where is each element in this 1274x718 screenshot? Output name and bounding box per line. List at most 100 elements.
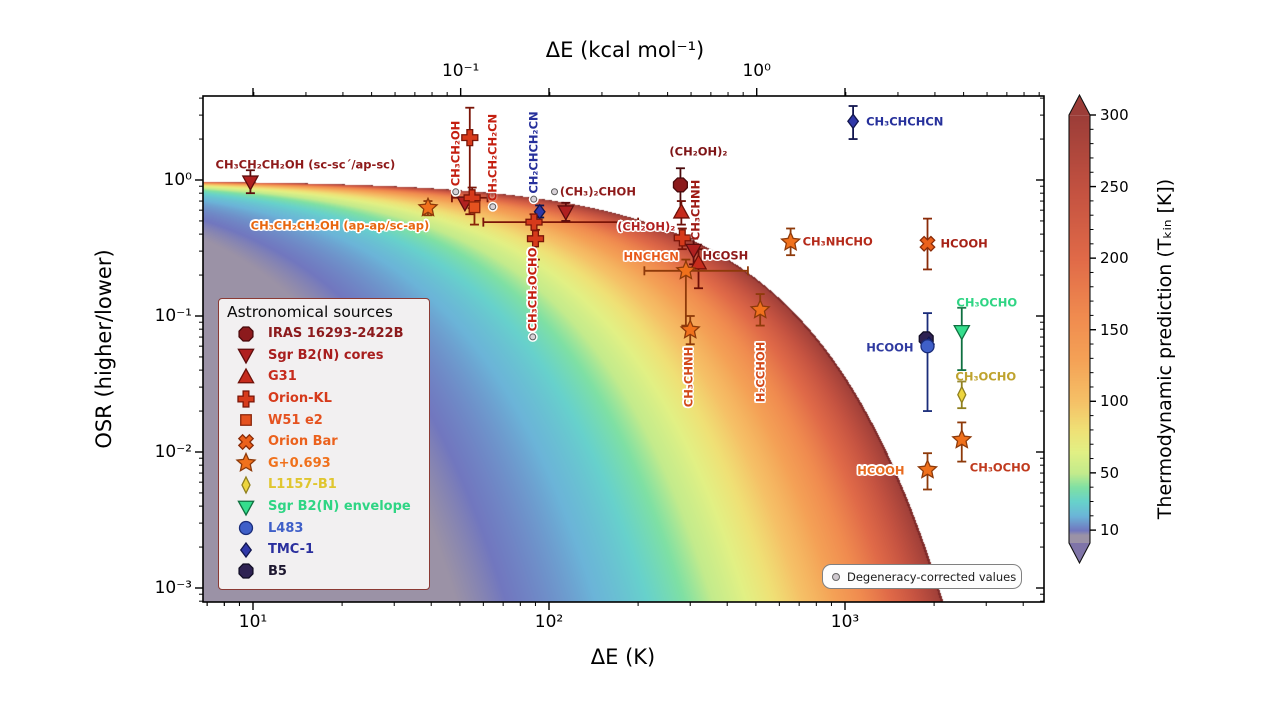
marker-w51 <box>468 201 481 214</box>
marker-orion_kl <box>526 230 545 248</box>
point-label: CH₃CHCHCN <box>866 114 944 129</box>
star-icon <box>235 452 257 473</box>
diamond_thin-icon <box>241 475 251 495</box>
legend-rows: IRAS 16293-2422B Sgr B2(N) cores G31 Orion-… <box>225 323 425 582</box>
marker-l483 <box>920 339 935 354</box>
colorbar-tick-label: 200 <box>1100 249 1129 268</box>
legend-entry-label: L1157-B1 <box>268 477 337 493</box>
colorbar-tick-label: 150 <box>1100 320 1129 339</box>
marker-g31 <box>689 253 708 270</box>
top-axis-title: ΔE (kcal mol⁻¹) <box>545 38 705 62</box>
y-tick-label: 10⁻¹ <box>154 306 192 326</box>
point-label: HNCHCN <box>623 249 679 264</box>
marker-sgr_cores <box>241 175 260 192</box>
marker-tmc1 <box>847 113 860 130</box>
colorbar-tick-label: 10 <box>1100 521 1120 540</box>
point-label: HCOSH <box>702 248 749 263</box>
point-label: CH₃CHNH <box>688 179 703 241</box>
degeneracy-dot-icon <box>529 195 537 203</box>
point-label: CH₃CH₂OH <box>448 120 462 195</box>
point-label: CH₃CHNH <box>681 346 696 408</box>
point-label: HCOOH <box>857 463 905 478</box>
tri_up-icon <box>237 367 255 384</box>
degeneracy-note-box: Degeneracy-corrected values <box>822 564 1022 589</box>
degeneracy-dot-icon <box>832 572 840 581</box>
x-tick-label: 10¹ <box>238 612 268 632</box>
degeneracy-note-label: Degeneracy-corrected values <box>847 569 1017 584</box>
point-label: CH₃CH₂OCHO <box>526 247 540 341</box>
degeneracy-dot-icon <box>529 333 537 341</box>
legend-entry-label: Orion-KL <box>268 391 332 407</box>
y-tick-label: 10⁻³ <box>154 578 192 598</box>
legend-entry-w51: W51 e2 <box>225 409 425 431</box>
legend-entry-g0693: G+0.693 <box>225 452 425 475</box>
marker-g31 <box>672 202 691 219</box>
point-label: HCOOH <box>866 340 914 355</box>
point-label: HCOOH <box>940 235 988 250</box>
legend-title: Astronomical sources <box>227 303 393 321</box>
marker-g0693 <box>749 298 771 319</box>
octagon-icon <box>238 326 254 342</box>
legend-entry-label: W51 e2 <box>268 412 323 428</box>
point-label: CH₃OCHO <box>969 460 1031 475</box>
legend-entry-sgr_env: Sgr B2(N) envelope <box>225 496 425 518</box>
degeneracy-dot-icon <box>452 187 460 195</box>
octagon-icon <box>238 563 254 579</box>
x-icon <box>237 433 255 450</box>
legend-entry-label: L483 <box>268 520 304 536</box>
plus-icon <box>237 389 255 408</box>
legend-entry-iras: IRAS 16293-2422B <box>225 323 425 345</box>
marker-g0693 <box>780 230 802 251</box>
point-label: H₂CCHOH <box>753 341 768 403</box>
legend-entry-label: Sgr B2(N) cores <box>268 347 384 363</box>
y-tick-label: 10⁻² <box>154 442 192 462</box>
legend-entry-label: G+0.693 <box>268 455 331 471</box>
legend-entry-l483: L483 <box>225 517 425 539</box>
y-axis-title: OSR (higher/lower) <box>92 249 116 449</box>
legend-entry-label: IRAS 16293-2422B <box>268 326 404 342</box>
marker-l1157 <box>957 385 967 405</box>
tri_down-icon <box>237 348 255 365</box>
degeneracy-dot-icon <box>550 187 558 195</box>
marker-g0693 <box>417 196 439 217</box>
colorbar-tick-label: 100 <box>1100 392 1129 411</box>
legend-entry-label: B5 <box>268 563 287 579</box>
legend-entry-label: G31 <box>268 369 297 385</box>
point-label: (CH₃)₂CHOH <box>550 185 636 198</box>
legend-entry-orion_bar: Orion Bar <box>225 431 425 453</box>
point-label: CH₃OCHO <box>955 368 1017 383</box>
colorbar-title: Thermodynamic prediction (Tₖᵢₙ [K]) <box>1154 178 1176 520</box>
legend-entry-g31: G31 <box>225 366 425 388</box>
legend-entry-label: TMC-1 <box>268 542 315 558</box>
tri_down-icon <box>237 500 255 516</box>
marker-g0693 <box>951 428 973 449</box>
point-label: CH₃CH₂CH₂CN <box>486 114 500 211</box>
x-tick-label: 10³ <box>830 612 860 632</box>
legend-entry-tmc1: TMC-1 <box>225 539 425 561</box>
legend-entry-l1157: L1157-B1 <box>225 474 425 496</box>
marker-orion_kl <box>673 229 691 247</box>
square-icon <box>240 414 252 427</box>
marker-sgr_env <box>953 324 971 341</box>
marker-iras <box>672 177 688 193</box>
x-tick-label: 10² <box>534 612 564 632</box>
top-tick-label: 10⁻¹ <box>441 61 480 81</box>
legend-entry-label: Orion Bar <box>268 434 338 450</box>
point-label: (CH₂OH)₂ <box>617 219 676 234</box>
point-label: CH₂CHCH₂CN <box>526 111 540 203</box>
point-label: (CH₂OH)₂ <box>669 144 728 159</box>
legend-box: Astronomical sources IRAS 16293-2422B Sgr… <box>218 298 430 590</box>
legend-entry-label: Sgr B2(N) envelope <box>268 499 411 515</box>
point-label: CH₃OCHO <box>956 295 1018 310</box>
point-label: CH₃CH₂CH₂OH (sc-sc´/ap-sc) <box>215 157 396 172</box>
marker-sgr_cores <box>557 205 575 222</box>
legend-entry-orion_kl: Orion-KL <box>225 388 425 410</box>
circle-icon <box>238 520 254 536</box>
y-tick-label: 10⁰ <box>163 170 192 190</box>
degeneracy-dot-icon <box>489 203 497 211</box>
colorbar-outline <box>1068 93 1091 565</box>
colorbar-tick-label: 250 <box>1100 177 1129 196</box>
